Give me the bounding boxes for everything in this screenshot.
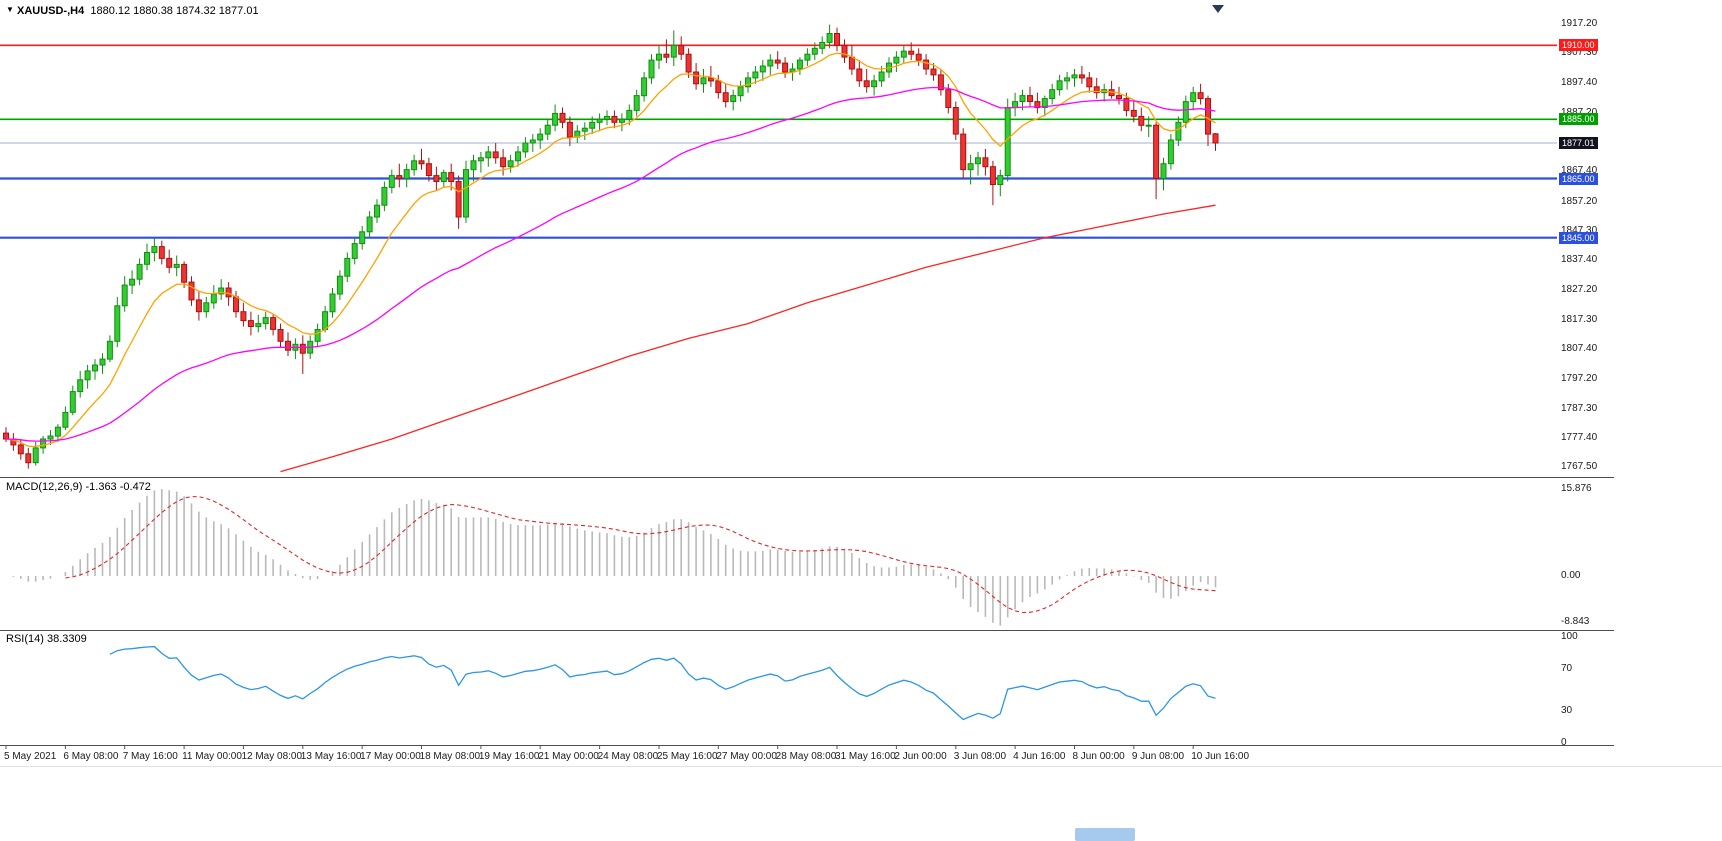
time-axis-label: 19 May 16:00 (478, 751, 540, 762)
time-axis-label: 12 May 08:00 (241, 751, 303, 762)
time-axis-label: 11 May 00:00 (182, 751, 242, 762)
price-axis-label: 1787.30 (1561, 402, 1598, 414)
macd-label: MACD(12,26,9) (6, 481, 83, 493)
rsi-axis-label: 30 (1561, 705, 1573, 717)
time-axis-label: 5 May 2021 (4, 751, 57, 762)
chart-shift-marker (1212, 5, 1224, 13)
rsi-label: RSI(14) (6, 633, 44, 645)
hline-price-label: 1885.00 (1559, 113, 1598, 126)
bid-price-label: 1877.01 (1559, 136, 1598, 149)
rsi-axis-label: 0 (1561, 737, 1567, 748)
price-axis-label: 1917.20 (1561, 18, 1598, 29)
time-axis-label: 21 May 00:00 (538, 751, 599, 762)
time-axis-label: 28 May 08:00 (775, 751, 837, 762)
price-axis-label: 1857.20 (1561, 195, 1598, 207)
price-axis-label: 1797.20 (1561, 373, 1598, 385)
time-axis-label: 8 Jun 00:00 (1072, 751, 1125, 762)
time-axis-label: 9 Jun 08:00 (1131, 751, 1185, 762)
time-axis-label: 3 Jun 08:00 (953, 751, 1007, 762)
time-axis-label: 27 May 00:00 (716, 751, 777, 762)
time-axis-label: 6 May 08:00 (63, 751, 119, 762)
time-axis-label: 17 May 00:00 (360, 751, 421, 762)
time-axis-label: 7 May 16:00 (122, 751, 178, 762)
time-axis-label: 18 May 08:00 (419, 751, 481, 762)
price-axis-label: 1777.40 (1561, 431, 1598, 443)
time-axis-label: 24 May 08:00 (597, 751, 659, 762)
rsi-axis-label: 100 (1561, 631, 1578, 642)
time-axis-label: 4 Jun 16:00 (1013, 751, 1066, 762)
price-axis-label: 1807.40 (1561, 343, 1598, 354)
hline-price-label: 1865.00 (1559, 172, 1598, 185)
ohlc-values: 1880.12 1880.38 1874.32 1877.01 (90, 5, 259, 17)
rsi-axis-label: 70 (1561, 662, 1573, 674)
price-axis-label: 1817.30 (1561, 313, 1598, 325)
macd-axis-label: 0.00 (1561, 570, 1581, 581)
price-axis-label: 1827.20 (1561, 284, 1598, 296)
price-axis-label: 1887.20 (1561, 106, 1598, 118)
price-axis-label: 1897.40 (1561, 76, 1598, 88)
macd-axis-label: -8.843 (1561, 616, 1590, 627)
hline-price-label: 1910.00 (1559, 39, 1598, 52)
hline-price-label: 1845.00 (1559, 231, 1598, 244)
background-window-fragment (1075, 828, 1135, 841)
rsi-indicator-header: RSI(14) 38.3309 (6, 633, 87, 645)
time-axis-label: 10 Jun 16:00 (1191, 751, 1250, 762)
rsi-value: 38.3309 (46, 633, 87, 645)
time-axis[interactable]: 5 May 2021 6 May 08:00 7 May 16:00 11 May 0… (0, 746, 1620, 768)
time-axis-label: 13 May 16:00 (300, 751, 362, 762)
time-axis-label: 2 Jun 00:00 (894, 751, 947, 762)
macd-indicator-header: MACD(12,26,9) -1.363 -0.472 (6, 481, 151, 493)
price-axis-label: 1907.30 (1561, 47, 1598, 59)
price-axis[interactable]: 1917.201907.301897.401887.201877.401867.… (1558, 0, 1622, 748)
price-axis-label: 1767.50 (1561, 461, 1598, 473)
price-axis-label: 1837.40 (1561, 254, 1598, 266)
chart-header: ▼ XAUUSD-,H4 1880.12 1880.38 1874.32 187… (6, 5, 259, 17)
price-axis-label: 1847.30 (1561, 224, 1598, 236)
macd-axis-label: 15.876 (1561, 483, 1592, 494)
macd-values: -1.363 -0.472 (85, 481, 151, 493)
time-axis-label: 31 May 16:00 (835, 751, 896, 762)
time-axis-label: 25 May 16:00 (656, 751, 718, 762)
symbol-period-label: XAUUSD-,H4 (16, 5, 85, 17)
one-click-trading-arrow-icon[interactable]: ▼ (6, 5, 14, 14)
price-axis-label: 1867.40 (1561, 165, 1598, 177)
